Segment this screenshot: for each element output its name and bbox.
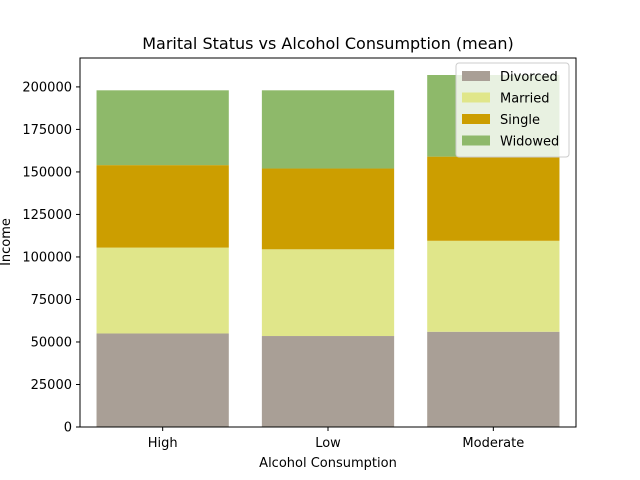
bar-married-moderate — [427, 240, 560, 332]
bar-widowed-high — [96, 90, 229, 166]
y-tick-label: 125000 — [22, 208, 72, 223]
bar-single-high — [96, 165, 229, 248]
legend-swatch-single — [462, 114, 490, 124]
y-tick-label: 0 — [64, 421, 72, 436]
bar-divorced-high — [96, 333, 229, 427]
legend-box — [455, 62, 570, 158]
y-tick-label: 175000 — [22, 123, 72, 138]
bar-divorced-moderate — [427, 331, 560, 427]
x-axis-ticks: High Low Moderate — [148, 427, 524, 451]
x-tick-label: Moderate — [462, 436, 524, 451]
x-axis-label: Alcohol Consumption — [259, 456, 397, 471]
y-axis-label: Income — [0, 218, 14, 266]
y-axis-ticks: 0 25000 50000 75000 100000 125000 150000 175000… — [22, 80, 80, 436]
y-tick-label: 150000 — [22, 165, 72, 180]
y-tick-label: 25000 — [31, 378, 72, 393]
y-tick-label: 75000 — [31, 293, 72, 308]
legend-label-divorced: Divorced — [500, 70, 558, 85]
legend: Divorced Married Single Widowed — [455, 62, 570, 158]
bar-single-low — [261, 168, 395, 250]
y-tick-label: 50000 — [31, 335, 72, 350]
bar-divorced-low — [261, 336, 395, 427]
x-tick-label: Low — [315, 436, 341, 451]
legend-swatch-divorced — [462, 71, 490, 81]
bar-single-moderate — [427, 156, 560, 241]
chart-title: Marital Status vs Alcohol Consumption (m… — [142, 34, 514, 53]
bar-married-high — [96, 247, 229, 334]
legend-label-single: Single — [500, 113, 540, 128]
y-tick-label: 200000 — [22, 80, 72, 95]
legend-swatch-widowed — [462, 135, 490, 146]
bars-layer — [96, 75, 560, 427]
bar-widowed-low — [261, 90, 395, 169]
y-tick-label: 100000 — [22, 250, 72, 265]
bar-married-low — [261, 249, 395, 337]
legend-label-married: Married — [500, 92, 550, 107]
legend-swatch-married — [462, 92, 490, 103]
legend-label-widowed: Widowed — [500, 135, 559, 150]
x-tick-label: High — [148, 436, 178, 451]
